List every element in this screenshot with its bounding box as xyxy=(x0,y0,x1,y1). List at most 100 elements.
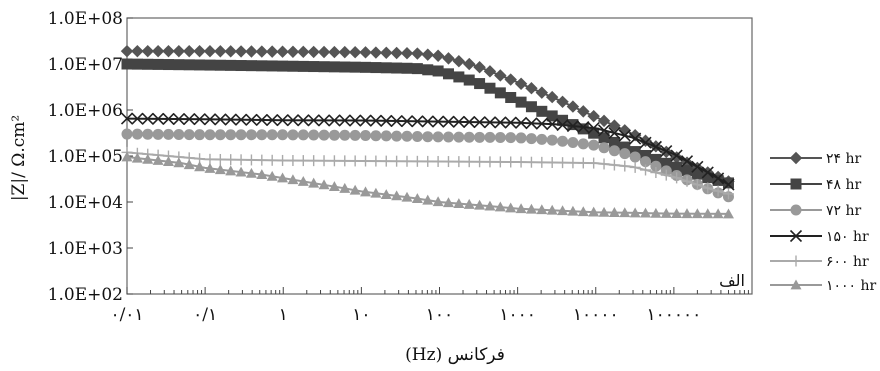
legend-label: ۶۰۰ hr xyxy=(826,254,869,270)
legend-marker xyxy=(789,229,803,243)
legend-item-3: ۷۲ hr xyxy=(770,203,862,219)
data-point xyxy=(328,114,341,127)
data-point xyxy=(505,132,517,144)
data-point xyxy=(432,131,444,143)
data-point xyxy=(142,128,154,140)
data-point xyxy=(483,65,497,78)
data-point xyxy=(204,163,216,173)
data-point xyxy=(141,44,154,58)
data-point xyxy=(629,161,641,173)
data-point xyxy=(266,129,278,141)
data-point xyxy=(671,208,683,219)
data-point xyxy=(608,207,620,217)
data-point xyxy=(660,207,672,218)
data-point xyxy=(359,114,372,127)
data-point xyxy=(546,134,558,146)
data-point xyxy=(588,127,600,139)
data-point xyxy=(370,155,382,167)
data-point xyxy=(286,114,299,127)
data-point xyxy=(411,155,423,167)
series-4 xyxy=(120,112,735,191)
data-point xyxy=(360,155,372,167)
data-point xyxy=(245,167,257,178)
data-point xyxy=(453,71,465,83)
data-point xyxy=(256,154,268,166)
data-point xyxy=(474,199,486,210)
data-point xyxy=(297,45,310,59)
data-point xyxy=(474,78,486,90)
data-point xyxy=(131,44,144,58)
data-point xyxy=(266,114,279,127)
data-point xyxy=(474,156,486,168)
data-point xyxy=(235,60,247,72)
data-point xyxy=(587,109,600,123)
legend-item-6: ۱۰۰۰ hr xyxy=(770,278,877,294)
data-point xyxy=(131,58,143,70)
data-point xyxy=(681,175,693,187)
data-point xyxy=(432,115,445,128)
data-point xyxy=(670,149,683,162)
data-point xyxy=(483,116,497,129)
data-point xyxy=(515,132,527,144)
x-tick-label: ۱۰۰۰۰۰ xyxy=(646,305,701,325)
data-point xyxy=(515,203,527,214)
data-point xyxy=(712,172,725,185)
data-point xyxy=(235,113,248,126)
data-point xyxy=(235,154,247,166)
data-point xyxy=(287,155,299,167)
y-tick-label: 1.0E+06 xyxy=(48,101,123,121)
data-point xyxy=(463,74,475,86)
data-point xyxy=(318,179,330,190)
data-point xyxy=(391,62,403,74)
data-point xyxy=(566,119,579,133)
data-point xyxy=(557,135,569,147)
data-point xyxy=(183,113,196,126)
data-point xyxy=(505,156,517,168)
data-point xyxy=(286,45,300,58)
data-point xyxy=(193,44,206,58)
data-point xyxy=(307,114,320,127)
data-point xyxy=(245,45,258,58)
data-point xyxy=(702,208,714,219)
data-point xyxy=(484,131,496,143)
data-point xyxy=(411,130,423,142)
data-point xyxy=(380,46,393,59)
data-point xyxy=(556,118,569,132)
data-point xyxy=(245,60,257,72)
x-tick-label: ۱۰۰۰ xyxy=(499,305,536,325)
data-point xyxy=(339,155,351,167)
data-point xyxy=(401,130,413,142)
data-point xyxy=(204,129,216,141)
data-point xyxy=(297,155,309,167)
data-point xyxy=(193,113,206,126)
data-point xyxy=(234,45,248,58)
data-point xyxy=(131,112,144,125)
data-point xyxy=(152,128,164,140)
data-point xyxy=(172,112,185,126)
data-point xyxy=(722,178,735,191)
data-point xyxy=(505,92,517,104)
data-point xyxy=(577,105,590,118)
data-point xyxy=(536,156,548,168)
data-point xyxy=(546,204,558,215)
data-point xyxy=(255,113,268,127)
y-tick-label: 1.0E+07 xyxy=(48,55,123,75)
legend-item-4: ۱۵۰ hr xyxy=(770,229,869,245)
data-point xyxy=(380,130,392,142)
data-point xyxy=(339,61,351,73)
data-point xyxy=(473,116,486,129)
data-point xyxy=(567,205,579,216)
data-point xyxy=(577,206,589,217)
data-point xyxy=(255,45,269,58)
data-point xyxy=(681,208,693,219)
data-point xyxy=(463,115,476,129)
data-point xyxy=(173,59,185,71)
data-point xyxy=(360,61,372,73)
legend-item-1: ۲۴ hr xyxy=(770,151,862,167)
data-point xyxy=(266,170,278,181)
legend: ۲۴ hr ۴۸ hr ۷۲ hr ۱۵۰ hr ۶۰۰ hr ۱۰۰۰ hr xyxy=(770,151,877,294)
data-point xyxy=(348,46,362,59)
data-point xyxy=(349,129,361,141)
data-point xyxy=(567,137,579,149)
data-point xyxy=(525,156,537,168)
